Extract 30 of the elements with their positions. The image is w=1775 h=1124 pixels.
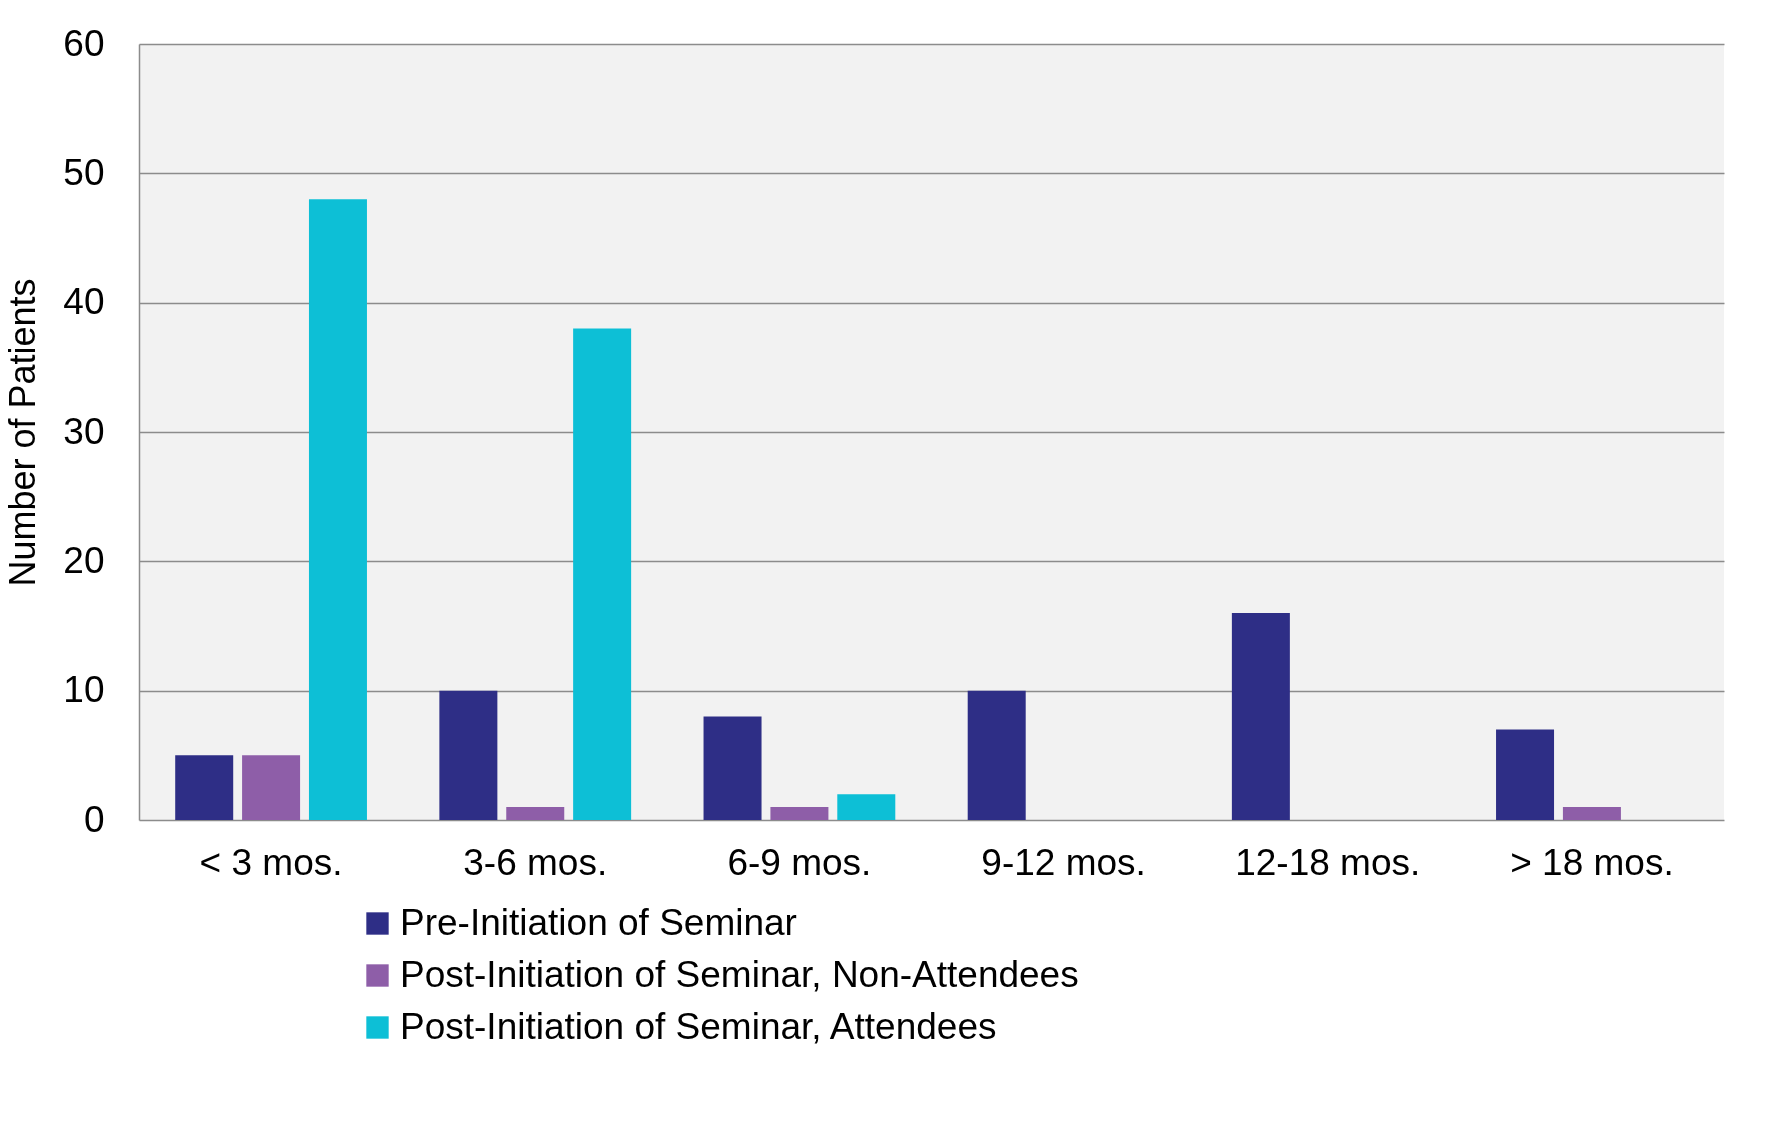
bar xyxy=(506,807,565,820)
bar xyxy=(703,716,762,820)
x-tick-label: < 3 mos. xyxy=(199,841,343,883)
bar xyxy=(573,328,632,820)
legend-label: Pre-Initiation of Seminar xyxy=(400,901,797,943)
y-tick-label: 30 xyxy=(63,410,105,452)
y-tick-label: 20 xyxy=(63,539,105,581)
legend-label: Post-Initiation of Seminar, Non-Attendees xyxy=(400,953,1079,995)
bar xyxy=(308,199,367,820)
y-tick-label: 60 xyxy=(63,22,105,64)
x-tick-label: 12-18 mos. xyxy=(1235,841,1421,883)
x-tick-label: 9-12 mos. xyxy=(981,841,1146,883)
x-tick-label: 3-6 mos. xyxy=(463,841,608,883)
bar xyxy=(1496,729,1555,820)
x-tick-label: 6-9 mos. xyxy=(727,841,872,883)
bar xyxy=(242,755,301,820)
y-axis-title: Number of Patients xyxy=(2,278,44,587)
bar xyxy=(1231,613,1290,820)
x-tick-label: > 18 mos. xyxy=(1510,841,1674,883)
y-tick-label: 50 xyxy=(63,151,105,193)
legend-label: Post-Initiation of Seminar, Attendees xyxy=(400,1005,997,1047)
bar xyxy=(439,690,498,820)
bar xyxy=(837,794,896,820)
bar xyxy=(967,690,1026,820)
bar xyxy=(770,807,829,820)
bar xyxy=(175,755,234,820)
bar xyxy=(1562,807,1621,820)
y-tick-label: 40 xyxy=(63,281,105,323)
y-tick-label: 10 xyxy=(63,669,105,711)
y-tick-label: 0 xyxy=(83,798,105,840)
